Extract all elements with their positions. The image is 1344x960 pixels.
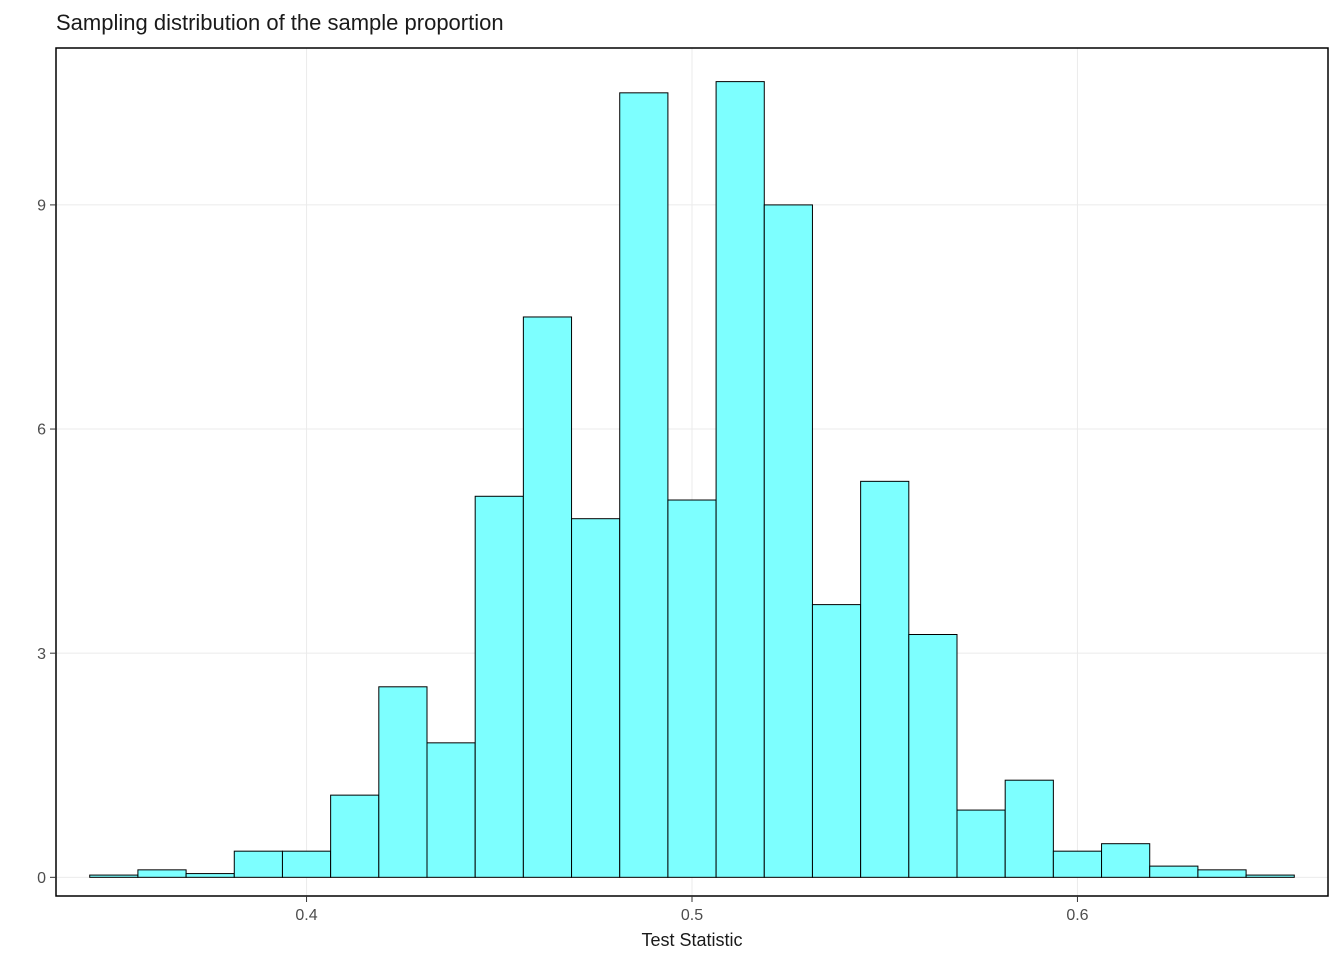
histogram-bar	[909, 635, 957, 878]
y-tick-label: 0	[37, 870, 46, 887]
histogram-bar	[716, 82, 764, 878]
histogram-bar	[861, 481, 909, 877]
histogram-bar	[1005, 780, 1053, 877]
histogram-bar	[90, 875, 138, 877]
histogram-bar	[282, 851, 330, 877]
x-axis-label: Test Statistic	[641, 930, 742, 950]
histogram-bar	[1053, 851, 1101, 877]
histogram-bar	[668, 500, 716, 877]
histogram-chart: 0.4 0.5 0.6 0 3 6 9 Test Statistic	[0, 0, 1344, 960]
histogram-bar	[572, 519, 620, 878]
histogram-bar	[234, 851, 282, 877]
histogram-bar	[331, 795, 379, 877]
histogram-bar	[186, 874, 234, 878]
histogram-bar	[957, 810, 1005, 877]
histogram-bar	[427, 743, 475, 877]
y-tick-label: 9	[37, 197, 46, 214]
histogram-bar	[620, 93, 668, 877]
histogram-bar	[1246, 875, 1294, 877]
x-tick-label: 0.6	[1066, 907, 1088, 924]
histogram-bar	[1198, 870, 1246, 877]
histogram-bar	[138, 870, 186, 877]
histogram-bar	[379, 687, 427, 878]
chart-title: Sampling distribution of the sample prop…	[56, 10, 504, 36]
histogram-bar	[523, 317, 571, 877]
x-tick-label: 0.5	[681, 907, 703, 924]
histogram-bar	[1102, 844, 1150, 878]
histogram-bar	[812, 605, 860, 878]
histogram-bar	[1150, 866, 1198, 877]
x-tick-label: 0.4	[295, 907, 317, 924]
y-tick-label: 3	[37, 646, 46, 663]
histogram-bar	[475, 496, 523, 877]
y-tick-label: 6	[37, 422, 46, 439]
histogram-bar	[764, 205, 812, 877]
